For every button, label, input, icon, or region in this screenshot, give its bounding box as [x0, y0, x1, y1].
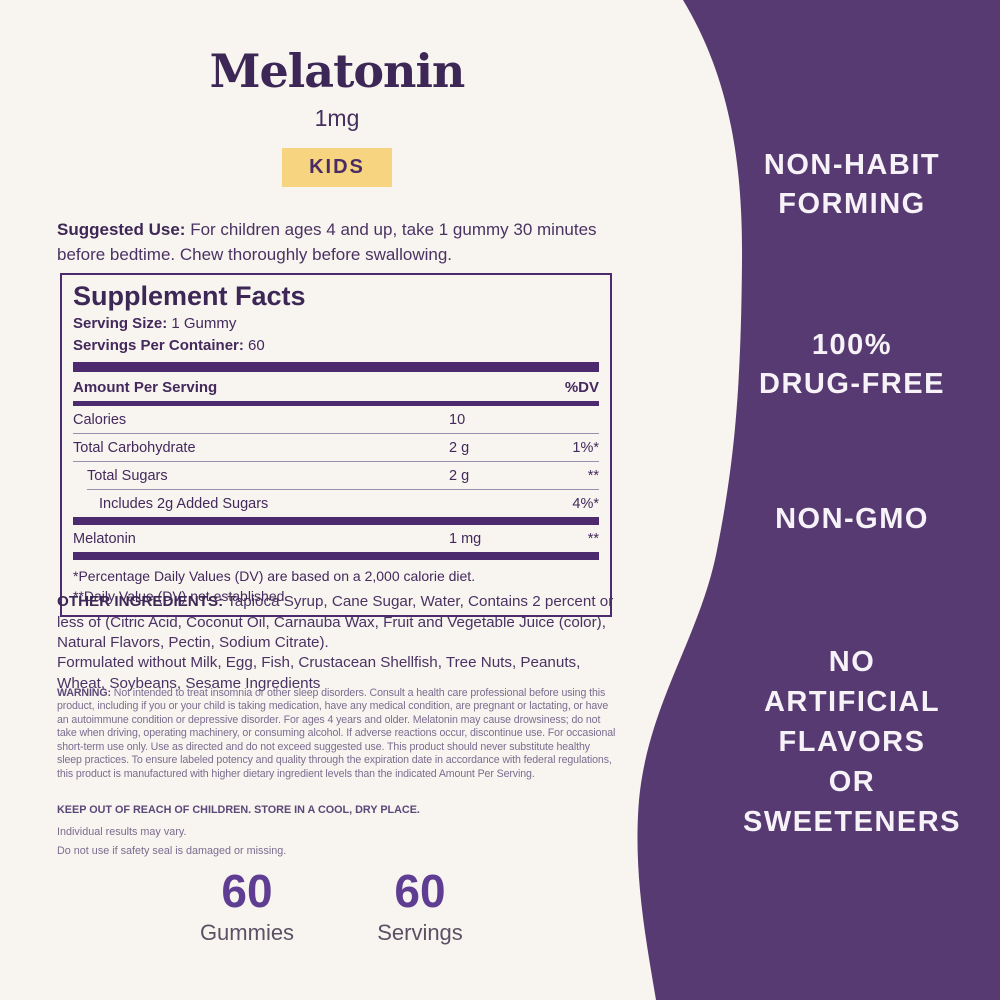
row-dv: 1%*: [572, 439, 599, 456]
row-name: Melatonin: [73, 530, 136, 547]
row-name: Includes 2g Added Sugars: [99, 495, 269, 512]
gummies-count-value: 60: [221, 865, 273, 917]
servings-value: 60: [243, 337, 265, 354]
servings-count: 60 Servings: [350, 866, 490, 946]
divider-bar-mid: [73, 552, 599, 560]
row-name: Total Carbohydrate: [73, 439, 196, 456]
row-name: Total Sugars: [87, 467, 168, 484]
other-ingredients: OTHER INGREDIENTS: Tapioca Syrup, Cane S…: [57, 592, 617, 654]
gummies-count-label: Gummies: [199, 920, 295, 945]
facts-row-total-sugars: Total Sugars 2 g **: [87, 462, 599, 490]
divider-bar-mid: [73, 517, 599, 525]
claim-no-artificial: NO ARTIFICIAL FLAVORS OR SWEETENERS: [742, 646, 962, 839]
servings-per-container: Servings Per Container: 60: [73, 336, 599, 356]
dosage-text: 1mg: [314, 105, 360, 131]
facts-footnotes: *Percentage Daily Values (DV) are based …: [73, 567, 599, 607]
other-ingredients-label: OTHER INGREDIENTS:: [57, 593, 224, 610]
disclaimer-results: Individual results may vary.: [57, 826, 187, 838]
serving-size-label: Serving Size:: [73, 315, 168, 332]
storage-instructions: KEEP OUT OF REACH OF CHILDREN. STORE IN …: [57, 804, 420, 816]
serving-size-value: 1 Gummy: [167, 315, 237, 332]
suggested-use-text: For children ages 4 and up, take 1 gummy…: [57, 220, 597, 264]
suggested-use-label: Suggested Use:: [57, 220, 186, 239]
facts-header-row: Amount Per Serving %DV: [73, 372, 599, 401]
divider-bar-thin: [73, 401, 599, 406]
warning-text: Not intended to treat insomnia or other …: [57, 687, 616, 780]
row-amount: 2 g: [449, 439, 470, 456]
warning-label: WARNING:: [57, 687, 111, 699]
row-dv: **: [587, 467, 599, 484]
suggested-use: Suggested Use: For children ages 4 and u…: [57, 218, 617, 267]
claim-non-gmo: NON-GMO: [775, 503, 929, 535]
facts-title: Supplement Facts: [73, 281, 306, 311]
label-header: Melatonin 1mg KIDS: [57, 0, 617, 187]
claim-drug-free: 100% DRUG-FREE: [759, 329, 945, 401]
row-name: Calories: [73, 411, 127, 428]
other-ingredients-text: Tapioca Syrup, Cane Sugar, Water, Contai…: [57, 593, 614, 652]
servings-count-value: 60: [394, 865, 446, 917]
dv-header: %DV: [564, 379, 599, 396]
row-amount: 1 mg: [449, 530, 482, 547]
row-dv: 4%*: [572, 495, 599, 512]
row-dv: **: [587, 530, 599, 547]
row-amount: 2 g: [449, 467, 470, 484]
facts-row-calories: Calories 10: [73, 406, 599, 434]
formulated-without: Formulated without Milk, Egg, Fish, Crus…: [57, 654, 581, 692]
facts-row-melatonin: Melatonin 1 mg **: [73, 525, 599, 552]
kids-badge: KIDS: [282, 148, 392, 187]
amount-per-serving-header: Amount Per Serving: [73, 379, 218, 396]
servings-label: Servings Per Container:: [73, 337, 244, 354]
row-amount: 10: [449, 411, 466, 428]
warning-paragraph: WARNING: Not intended to treat insomnia …: [57, 687, 617, 781]
product-title: Melatonin: [209, 44, 466, 98]
gummies-count: 60 Gummies: [177, 866, 317, 946]
footnote-dv: *Percentage Daily Values (DV) are based …: [73, 568, 476, 584]
facts-row-added-sugars: Includes 2g Added Sugars 4%*: [99, 490, 599, 517]
pack-counts: 60 Gummies 60 Servings: [57, 866, 490, 946]
serving-size: Serving Size: 1 Gummy: [73, 314, 599, 334]
servings-count-label: Servings: [377, 920, 463, 945]
disclaimer-seal: Do not use if safety seal is damaged or …: [57, 845, 287, 857]
supplement-facts-panel: Supplement Facts Serving Size: 1 Gummy S…: [60, 273, 612, 617]
divider-bar-thick: [73, 362, 599, 372]
footnote-not-established: **Daily Value (DV) not established.: [73, 587, 289, 604]
claim-non-habit-forming: NON-HABIT FORMING: [763, 149, 941, 221]
facts-row-carbohydrate: Total Carbohydrate 2 g 1%*: [73, 434, 599, 462]
